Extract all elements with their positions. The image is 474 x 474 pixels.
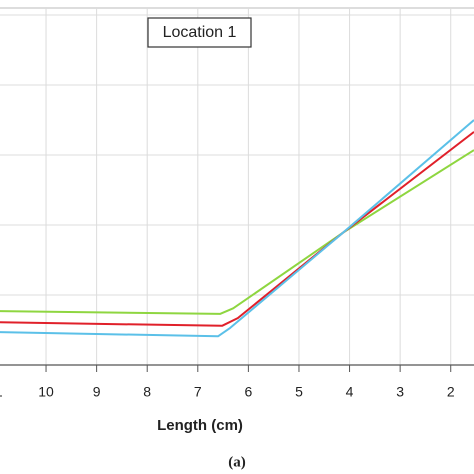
x-tick-label: 9 (93, 384, 101, 400)
x-tick-label: 3 (396, 384, 404, 400)
x-tick-label: 4 (346, 384, 354, 400)
x-tick-label: 2 (447, 384, 455, 400)
x-tick-label: 11 (0, 384, 3, 400)
caption: (a) (228, 454, 246, 470)
x-tick-label: 10 (38, 384, 54, 400)
x-axis-label: Length (cm) (157, 417, 243, 434)
annotation: Location 1 (163, 24, 237, 41)
x-tick-label: 6 (244, 384, 252, 400)
x-tick-label: 7 (194, 384, 202, 400)
x-tick-label: 8 (143, 384, 151, 400)
series-line (0, 149, 474, 315)
series-line (0, 119, 474, 338)
x-tick-label: 5 (295, 384, 303, 400)
series-line (0, 131, 474, 327)
grid (0, 8, 474, 365)
annotation-box (147, 17, 252, 48)
lines (0, 119, 474, 338)
